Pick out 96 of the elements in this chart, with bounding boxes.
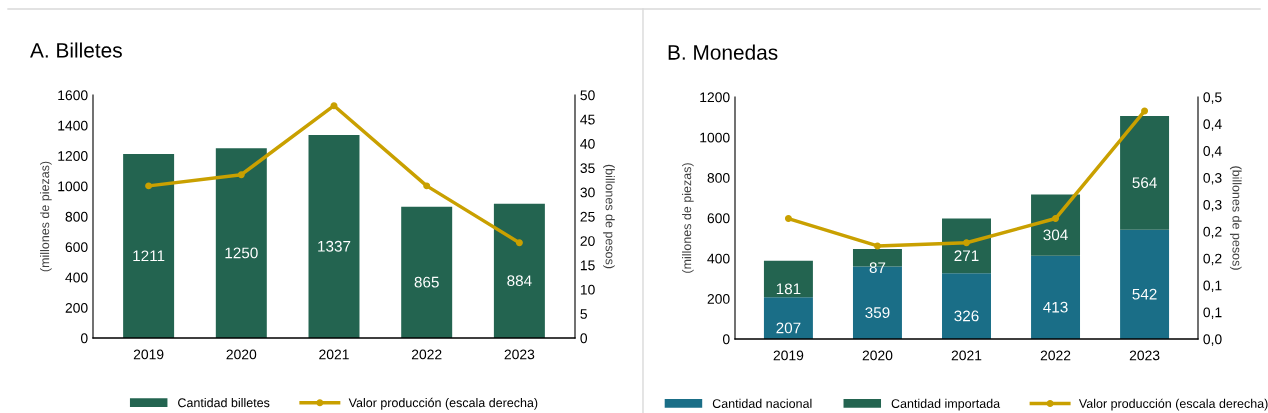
data-label: 865 [414,276,439,288]
y-tick-label: 1200 [58,151,88,161]
y2-tick-label: 30 [580,187,595,198]
y-tick-label: 200 [65,302,88,313]
chart-title: A. Billetes [30,42,122,58]
y2-tick-label: 25 [580,211,595,222]
y2-tick-label: 15 [580,260,595,271]
chart-title: B. Monedas [668,44,778,60]
point [330,102,338,110]
data-label: 1337 [318,240,351,252]
y2-tick-label: 0,1 [1203,280,1222,293]
bar [215,148,267,338]
y-axis-title: (millones de piezas) [682,163,694,273]
data-label: 1211 [133,250,165,262]
y-tick-label: 1400 [58,120,88,131]
x-tick-label: 2020 [862,350,893,361]
bar [1031,194,1081,256]
point [145,182,153,190]
point [1141,107,1149,115]
y-tick-label: 800 [65,211,88,222]
y2-tick-label: 50 [580,90,595,101]
data-label: 359 [865,307,890,319]
legend-label: Cantidad nacional [712,398,812,408]
y2-tick-label: 0,2 [1203,253,1222,266]
point [1052,215,1060,223]
point [784,215,792,223]
bar [942,273,991,339]
y2-tick-label: 0,5 [1203,92,1222,104]
x-tick-label: 2023 [504,349,535,360]
data-label: 271 [954,250,979,261]
x-tick-label: 2019 [133,349,164,360]
bar [1120,115,1170,230]
y-tick-label: 600 [707,213,730,224]
bar [942,218,991,274]
x-tick-label: 2022 [1040,350,1071,361]
legend-label: Valor producción (escala derecha) [1078,398,1268,411]
y2-tick-label: 0,3 [1203,199,1222,212]
y-tick-label: 800 [707,173,730,183]
data-label: 87 [869,262,886,274]
point [873,242,881,250]
data-label: 884 [507,275,532,287]
y2-tick-label: 0,1 [1203,307,1222,319]
data-label: 181 [776,283,801,295]
bar [308,134,360,338]
bar [493,203,545,338]
bar [1031,255,1081,339]
y2-tick-label: 0,4 [1203,146,1222,158]
y2-axis-title: (billones de pesos) [603,164,615,269]
x-tick-label: 2022 [411,349,442,360]
y-tick-label: 1200 [700,92,730,103]
y2-tick-label: 20 [580,236,595,246]
data-label: 413 [1043,301,1068,313]
y-tick-label: 0 [722,334,730,345]
y2-tick-label: 0,0 [1203,334,1222,346]
y2-tick-label: 45 [580,114,595,125]
point [237,171,245,179]
x-tick-label: 2021 [319,349,349,360]
y-tick-label: 0 [80,333,88,344]
data-label: 326 [954,310,979,322]
point [423,182,431,190]
data-label: 304 [1043,229,1068,241]
point [515,239,523,247]
y2-tick-label: 5 [580,309,587,319]
legend-label: Cantidad billetes [178,398,270,408]
bar [763,297,813,339]
y2-tick-label: 0,4 [1203,119,1222,131]
y-tick-label: 400 [707,253,730,264]
x-tick-label: 2023 [1129,350,1160,361]
legend-label: Valor producción (escala derecha) [348,397,538,410]
y-tick-label: 1000 [58,181,88,192]
bar [1120,229,1170,339]
bar [763,260,813,298]
y-axis-title: (millones de piezas) [40,161,52,272]
y-tick-label: 1600 [58,90,88,101]
y-tick-label: 200 [707,294,730,304]
y-tick-label: 1000 [700,132,730,143]
data-label: 564 [1132,177,1157,189]
y-tick-label: 600 [65,242,88,253]
data-label: 1250 [225,247,258,259]
y2-tick-label: 0,3 [1203,173,1222,185]
y2-tick-label: 10 [580,284,595,295]
point [963,239,970,247]
bar [123,154,175,338]
data-label: 207 [776,322,801,334]
y-tick-label: 400 [65,272,88,283]
y2-tick-label: 0 [580,333,588,344]
y2-axis-title: (billones de pesos) [1229,166,1242,270]
y2-tick-label: 0,2 [1203,226,1222,239]
y2-tick-label: 40 [580,138,595,149]
x-tick-label: 2021 [951,350,982,361]
bar [401,206,453,338]
data-label: 542 [1132,288,1157,300]
y2-tick-label: 35 [580,163,595,174]
x-tick-label: 2020 [226,349,257,360]
legend-label: Cantidad importada [891,398,1001,411]
x-tick-label: 2019 [773,350,804,361]
